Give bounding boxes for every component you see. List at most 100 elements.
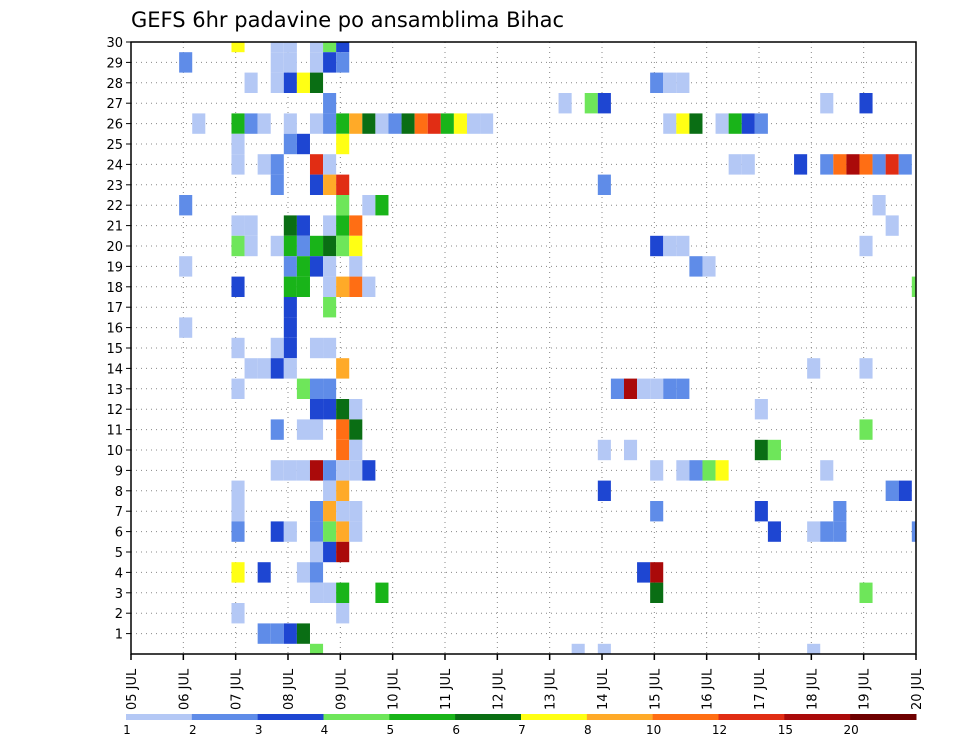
precip-cell bbox=[650, 562, 664, 583]
precip-cell bbox=[388, 113, 402, 134]
precip-cell bbox=[689, 256, 703, 277]
precip-cell bbox=[323, 52, 337, 73]
precip-cell bbox=[794, 154, 808, 175]
precip-cell bbox=[283, 52, 297, 73]
precip-cell bbox=[309, 174, 324, 195]
precip-cell bbox=[283, 521, 297, 542]
precip-cell bbox=[296, 133, 310, 155]
precip-cell bbox=[885, 480, 899, 501]
precip-cell bbox=[349, 399, 363, 420]
precip-cell bbox=[323, 399, 337, 420]
precip-cell bbox=[872, 195, 886, 216]
precip-cell bbox=[283, 113, 297, 134]
precip-cell bbox=[375, 582, 389, 603]
precip-cell bbox=[676, 460, 690, 481]
precip-cell bbox=[336, 501, 350, 522]
precip-cell bbox=[336, 52, 350, 73]
x-tick-label: 15 JUL bbox=[648, 668, 663, 710]
colorbar-swatch bbox=[323, 714, 390, 720]
precip-cell bbox=[296, 215, 310, 236]
x-tick-label: 19 JUL bbox=[858, 668, 873, 710]
precip-cell bbox=[336, 174, 350, 195]
precip-cell bbox=[637, 378, 651, 399]
precip-cell bbox=[349, 235, 363, 257]
x-tick-label: 16 JUL bbox=[701, 668, 716, 710]
precip-cell bbox=[296, 72, 310, 93]
precip-cell bbox=[283, 42, 297, 53]
precip-cell bbox=[846, 154, 860, 175]
precip-cell bbox=[728, 154, 742, 175]
precip-cell bbox=[323, 174, 337, 195]
precip-cell bbox=[558, 93, 572, 114]
precip-cell bbox=[244, 215, 258, 236]
precip-cell bbox=[859, 419, 873, 440]
precip-cell bbox=[179, 52, 193, 73]
precip-cell bbox=[663, 72, 677, 93]
y-axis-ticks: 1234567891011121314151617181920212223242… bbox=[106, 36, 131, 643]
y-tick-label: 23 bbox=[106, 179, 123, 194]
precip-cell bbox=[270, 52, 284, 73]
precip-cell bbox=[859, 93, 873, 114]
precip-cell bbox=[283, 215, 297, 236]
precip-cell bbox=[833, 501, 847, 522]
precip-cell bbox=[257, 623, 271, 644]
y-tick-label: 5 bbox=[115, 546, 123, 561]
y-tick-label: 16 bbox=[106, 322, 123, 337]
precip-cell bbox=[323, 521, 337, 542]
precip-cell bbox=[283, 623, 297, 644]
x-tick-label: 12 JUL bbox=[491, 668, 506, 710]
precip-cell bbox=[296, 562, 310, 583]
precip-cell bbox=[362, 195, 376, 216]
precip-cell bbox=[244, 235, 258, 257]
y-tick-label: 21 bbox=[106, 220, 123, 235]
x-tick-label: 18 JUL bbox=[805, 668, 820, 710]
colorbar-label: 7 bbox=[518, 723, 526, 737]
precip-cell bbox=[309, 399, 324, 420]
precip-cell bbox=[336, 276, 350, 297]
colorbar-swatch bbox=[126, 714, 193, 720]
colorbar-label: 4 bbox=[321, 723, 329, 737]
precip-cell bbox=[336, 521, 350, 542]
precip-cell bbox=[885, 215, 899, 236]
precip-cell bbox=[296, 419, 310, 440]
precip-cell bbox=[872, 154, 886, 175]
precip-cell bbox=[244, 358, 258, 379]
precip-cell bbox=[309, 541, 324, 563]
precip-cell bbox=[676, 235, 690, 257]
colorbar-swatch bbox=[191, 714, 259, 720]
precip-cell bbox=[309, 72, 324, 93]
x-tick-label: 14 JUL bbox=[596, 668, 611, 710]
precip-cell bbox=[270, 42, 284, 53]
precip-cell bbox=[257, 562, 271, 583]
precip-cell bbox=[754, 113, 768, 134]
precip-cell bbox=[231, 603, 245, 624]
precipitation-cells bbox=[179, 42, 916, 654]
colorbar-swatch bbox=[257, 714, 324, 720]
precip-cell bbox=[676, 378, 690, 399]
precip-cell bbox=[231, 154, 245, 175]
precip-cell bbox=[833, 521, 847, 542]
colorbar-label: 3 bbox=[255, 723, 263, 737]
colorbar-label: 5 bbox=[387, 723, 395, 737]
colorbar-swatch bbox=[784, 714, 851, 720]
precip-cell bbox=[179, 256, 193, 277]
precip-cell bbox=[859, 582, 873, 603]
precip-cell bbox=[231, 501, 245, 522]
precip-cell bbox=[283, 297, 297, 318]
precip-cell bbox=[349, 419, 363, 440]
precip-cell bbox=[623, 378, 638, 399]
precip-cell bbox=[597, 480, 611, 501]
precip-cell bbox=[663, 113, 677, 134]
y-tick-label: 12 bbox=[106, 403, 123, 418]
precip-cell bbox=[349, 256, 363, 277]
precip-cell bbox=[623, 439, 638, 461]
precip-cell bbox=[336, 460, 350, 481]
precip-cell bbox=[440, 113, 454, 134]
precip-cell bbox=[663, 378, 677, 399]
y-tick-label: 6 bbox=[115, 526, 123, 541]
precip-cell bbox=[911, 521, 916, 542]
precip-cell bbox=[571, 643, 585, 654]
y-tick-label: 25 bbox=[106, 138, 123, 153]
precip-cell bbox=[270, 460, 284, 481]
precip-cell bbox=[244, 113, 258, 134]
